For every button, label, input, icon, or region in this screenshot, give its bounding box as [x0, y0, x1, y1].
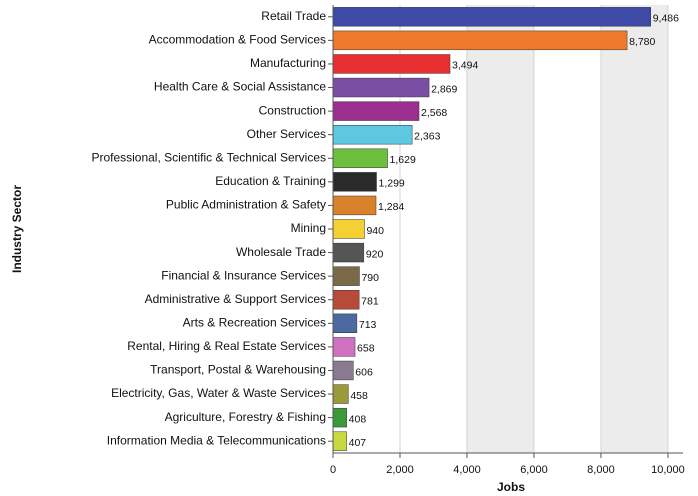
y-tick-label: Retail Trade	[261, 9, 326, 23]
bar	[332, 407, 347, 428]
bar	[332, 290, 360, 310]
bar	[332, 77, 430, 98]
y-tick-label: Professional, Scientific & Technical Ser…	[91, 150, 326, 164]
x-tick-label: 6,000	[520, 464, 548, 476]
y-tick-label: Electricity, Gas, Water & Waste Services	[111, 386, 326, 400]
y-tick-label: Agriculture, Forestry & Fishing	[165, 410, 326, 424]
x-tick-label: 8,000	[587, 464, 615, 476]
bar	[332, 148, 388, 168]
y-tick-label: Financial & Insurance Services	[161, 268, 326, 282]
bar	[332, 384, 349, 404]
data-label: 8,780	[629, 36, 655, 48]
data-label: 920	[366, 248, 384, 260]
y-tick-label: Transport, Postal & Warehousing	[150, 363, 326, 377]
data-label: 408	[349, 413, 367, 425]
data-label: 9,486	[653, 13, 679, 25]
data-label: 2,568	[421, 107, 447, 119]
bar	[332, 313, 358, 333]
bar	[332, 266, 360, 286]
bar	[332, 101, 420, 121]
data-label: 606	[355, 366, 373, 378]
data-label: 658	[357, 343, 375, 355]
y-tick-label: Mining	[291, 221, 326, 235]
y-tick-label: Construction	[259, 103, 326, 117]
x-axis-label: Jobs	[497, 480, 525, 494]
bar	[332, 125, 413, 145]
y-tick-label: Manufacturing	[250, 56, 326, 70]
bar	[332, 172, 377, 192]
bar	[332, 242, 365, 263]
data-label: 713	[359, 319, 377, 331]
y-tick-label: Information Media & Telecommunications	[107, 433, 326, 447]
x-tick-label: 4,000	[453, 464, 481, 476]
data-label: 1,299	[379, 178, 405, 190]
data-label: 790	[361, 272, 379, 284]
x-tick-label: 2,000	[386, 464, 414, 476]
data-label: 407	[349, 437, 367, 449]
y-axis-label: Industry Sector	[10, 185, 24, 273]
y-tick-label: Health Care & Social Assistance	[154, 80, 326, 94]
y-tick-label: Accommodation & Food Services	[149, 33, 326, 47]
bar	[332, 195, 377, 216]
bar	[332, 7, 651, 27]
bar	[332, 431, 347, 451]
y-tick-label: Rental, Hiring & Real Estate Services	[127, 339, 326, 353]
data-label: 781	[361, 296, 379, 308]
bar	[332, 337, 356, 357]
bar	[332, 219, 365, 239]
data-label: 940	[366, 225, 384, 237]
bar	[332, 30, 628, 51]
bar	[332, 54, 451, 74]
grid-band	[466, 5, 534, 453]
data-label: 2,363	[414, 130, 440, 142]
y-tick-label: Arts & Recreation Services	[183, 315, 326, 329]
data-label: 458	[350, 390, 368, 402]
data-label: 2,869	[431, 83, 457, 95]
data-label: 3,494	[452, 60, 478, 72]
grid-band	[600, 5, 668, 453]
bar	[332, 360, 354, 381]
data-label: 1,629	[390, 154, 416, 166]
y-tick-label: Education & Training	[215, 174, 326, 188]
data-label: 1,284	[378, 201, 404, 213]
y-tick-label: Other Services	[247, 127, 326, 141]
y-tick-label: Wholesale Trade	[236, 245, 326, 259]
y-tick-label: Administrative & Support Services	[145, 292, 326, 306]
x-tick-label: 10,000	[651, 464, 685, 476]
y-tick-label: Public Administration & Safety	[166, 198, 326, 212]
x-tick-label: 0	[330, 464, 336, 476]
